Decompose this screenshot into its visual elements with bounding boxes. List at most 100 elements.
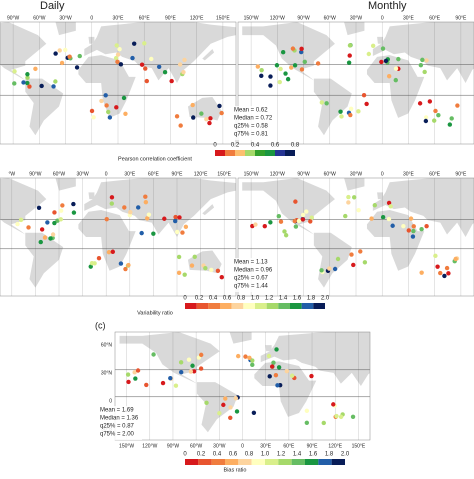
panel-frame: [0, 177, 237, 297]
station-dot: [143, 66, 148, 71]
station-dot: [182, 272, 187, 277]
station-dot: [25, 80, 30, 86]
station-dot: [221, 402, 226, 408]
station-dot: [176, 254, 182, 260]
colorbar-swatch: [290, 303, 302, 309]
station-dot: [362, 260, 368, 265]
station-dot: [268, 74, 273, 79]
lon-label: 60°W: [33, 15, 46, 21]
station-dot: [372, 203, 378, 208]
colorbar-tick: 1.2: [277, 452, 286, 458]
lon-label: 30°W: [59, 15, 72, 21]
station-dot: [436, 112, 441, 118]
station-dot: [267, 374, 272, 379]
station-dot: [143, 199, 149, 205]
station-dot: [422, 69, 427, 75]
lon-label: 60°E: [139, 15, 151, 21]
station-dot: [71, 201, 76, 207]
station-dot: [59, 60, 65, 66]
lon-label: 90°E: [455, 171, 467, 177]
station-dot: [156, 64, 162, 69]
colorbar-swatch: [235, 150, 245, 156]
station-dot: [299, 46, 304, 52]
station-dot: [346, 60, 352, 65]
station-dot: [51, 84, 56, 89]
station-dot: [338, 109, 343, 114]
station-dot: [233, 396, 239, 401]
station-dot: [277, 79, 282, 85]
lon-label: 60°E: [283, 443, 295, 449]
station-dot: [284, 369, 290, 374]
station-dot: [181, 70, 186, 75]
station-dot: [177, 62, 183, 67]
station-dot: [192, 254, 197, 260]
station-dot: [168, 375, 173, 381]
station-dot: [160, 380, 166, 386]
station-dot: [253, 222, 258, 227]
station-dot: [126, 262, 131, 268]
colorbar-tick: 0.2: [231, 143, 240, 149]
station-dot: [143, 194, 148, 199]
station-dot: [386, 200, 392, 206]
station-dot: [435, 264, 440, 269]
colorbar-tick: 1.6: [309, 452, 318, 458]
station-dot: [115, 59, 120, 65]
colorbar-swatch: [245, 150, 255, 156]
station-dot: [217, 411, 222, 416]
colorbar-tick: 1.0: [261, 452, 270, 458]
stats-box: [98, 406, 142, 440]
lon-label: 60°W: [324, 171, 337, 177]
station-dot: [324, 101, 329, 106]
station-dot: [176, 270, 182, 276]
colorbar-swatch: [255, 150, 265, 156]
station-dot: [408, 216, 414, 221]
colorbar-tick: 1.6: [293, 296, 302, 302]
station-dot: [114, 105, 119, 110]
station-dot: [351, 195, 357, 200]
station-dot: [183, 224, 189, 230]
colorbar-tick: 0.2: [197, 452, 206, 458]
lon-label: 90°W: [297, 171, 310, 177]
station-dot: [50, 232, 56, 237]
lon-label: 30°W: [213, 443, 226, 449]
station-dot: [406, 228, 411, 233]
colorbar-swatch: [238, 459, 252, 465]
station-dot: [53, 79, 58, 84]
land: [119, 332, 370, 433]
station-dot: [259, 73, 264, 79]
land: [447, 330, 474, 433]
station-dot: [169, 78, 174, 84]
station-dot: [356, 208, 361, 213]
lon-label: 150°W: [244, 15, 259, 21]
colorbar-label: Pearson correlation coefficient: [118, 156, 192, 162]
station-dot: [444, 265, 450, 271]
station-dot: [89, 260, 95, 266]
station-dot: [77, 53, 82, 59]
station-dot: [283, 71, 288, 76]
colorbar-swatch: [265, 459, 279, 465]
stats-text: Mean = 1.69: [100, 408, 134, 414]
station-dot: [289, 65, 294, 70]
station-dot: [114, 43, 119, 48]
station-dot: [198, 366, 204, 371]
station-dot: [139, 230, 144, 236]
lon-label: 90°W: [167, 443, 180, 449]
lon-label: 90°W: [7, 15, 20, 21]
colorbar-swatch: [265, 150, 275, 156]
station-dot: [36, 205, 42, 210]
station-dot: [343, 213, 348, 219]
station-dot: [446, 271, 451, 276]
station-dot: [383, 58, 389, 64]
station-dot: [393, 77, 398, 83]
colorbar-swatch: [198, 459, 212, 465]
station-dot: [334, 413, 339, 419]
station-dot: [401, 224, 406, 229]
colorbar-swatch: [291, 459, 305, 465]
station-dot: [299, 67, 305, 72]
colorbar-swatch: [278, 459, 292, 465]
colorbar-tick: 0.6: [229, 452, 238, 458]
station-dot: [453, 256, 458, 262]
station-dot: [348, 106, 354, 111]
station-dot: [347, 53, 352, 58]
station-dot: [411, 224, 416, 229]
